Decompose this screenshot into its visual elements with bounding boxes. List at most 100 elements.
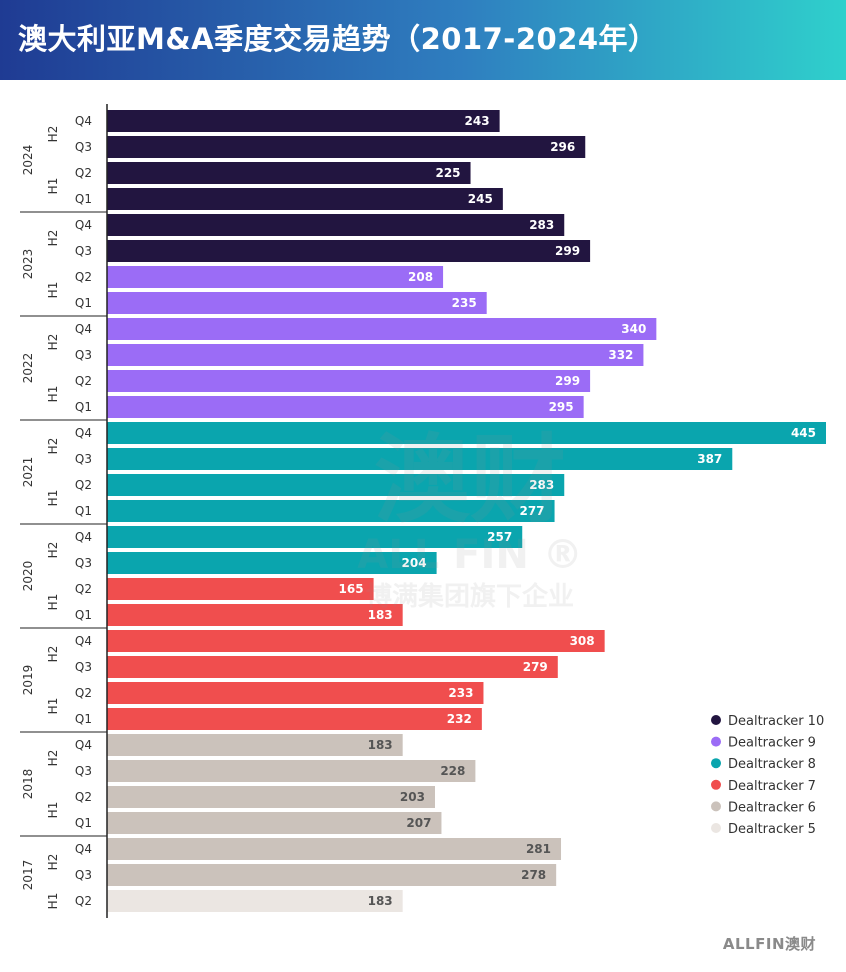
legend-marker bbox=[711, 715, 721, 725]
half-label: H2 bbox=[46, 854, 60, 871]
bar-value-label: 233 bbox=[448, 686, 473, 700]
half-label: H1 bbox=[46, 594, 60, 611]
bar-value-label: 203 bbox=[400, 790, 425, 804]
bar-value-label: 183 bbox=[368, 738, 393, 752]
half-label: H2 bbox=[46, 646, 60, 663]
bar bbox=[107, 110, 500, 132]
bar-value-label: 296 bbox=[550, 140, 575, 154]
year-label: 2023 bbox=[21, 249, 35, 280]
legend-marker bbox=[711, 758, 721, 769]
bar bbox=[107, 552, 437, 574]
bar bbox=[107, 318, 657, 340]
quarter-label: Q1 bbox=[75, 192, 92, 206]
bar bbox=[107, 396, 584, 418]
legend-marker bbox=[711, 779, 721, 790]
bar bbox=[107, 266, 444, 288]
quarter-label: Q3 bbox=[75, 348, 92, 362]
year-label: 2019 bbox=[21, 665, 35, 696]
quarter-label: Q3 bbox=[75, 556, 92, 570]
legend-item-label: Dealtracker 7 bbox=[728, 779, 816, 794]
quarter-label: Q3 bbox=[75, 140, 92, 154]
bar-value-label: 257 bbox=[487, 530, 512, 544]
footer-logo: ALLFIN澳财 bbox=[722, 935, 816, 953]
quarter-label: Q3 bbox=[75, 868, 92, 882]
bar-value-label: 207 bbox=[406, 816, 431, 830]
quarter-label: Q2 bbox=[75, 790, 92, 804]
bar-value-label: 283 bbox=[529, 478, 554, 492]
quarter-label: Q3 bbox=[75, 452, 92, 466]
quarter-label: Q2 bbox=[75, 686, 92, 700]
bar bbox=[107, 526, 523, 548]
year-label: 2024 bbox=[21, 145, 35, 176]
half-label: H1 bbox=[46, 698, 60, 715]
bar bbox=[107, 240, 591, 262]
quarter-label: Q4 bbox=[75, 114, 92, 128]
bar bbox=[107, 838, 562, 860]
legend-item-label: Dealtracker 6 bbox=[728, 800, 816, 815]
legend-marker bbox=[711, 736, 721, 747]
bar-value-label: 183 bbox=[368, 608, 393, 622]
bar-value-label: 279 bbox=[523, 660, 548, 674]
bar-value-label: 278 bbox=[521, 868, 546, 882]
bar-value-label: 308 bbox=[570, 634, 595, 648]
bar-value-label: 295 bbox=[549, 400, 574, 414]
bar bbox=[107, 370, 591, 392]
bar bbox=[107, 474, 565, 496]
quarter-label: Q3 bbox=[75, 244, 92, 258]
quarter-label: Q4 bbox=[75, 426, 92, 440]
bar bbox=[107, 578, 374, 600]
half-label: H2 bbox=[46, 334, 60, 351]
quarter-label: Q2 bbox=[75, 374, 92, 388]
quarter-label: Q4 bbox=[75, 218, 92, 232]
bar bbox=[107, 422, 826, 444]
bar bbox=[107, 864, 557, 886]
bar bbox=[107, 162, 471, 184]
bar bbox=[107, 500, 555, 522]
year-label: 2021 bbox=[21, 457, 35, 488]
quarter-label: Q4 bbox=[75, 530, 92, 544]
bar-value-label: 204 bbox=[402, 556, 427, 570]
half-label: H2 bbox=[46, 230, 60, 247]
bar bbox=[107, 760, 476, 782]
bar-value-label: 232 bbox=[447, 712, 472, 726]
bar-value-label: 283 bbox=[529, 218, 554, 232]
half-label: H2 bbox=[46, 750, 60, 767]
bar bbox=[107, 682, 484, 704]
half-label: H1 bbox=[46, 802, 60, 819]
half-label: H1 bbox=[46, 178, 60, 195]
bar-value-label: 243 bbox=[465, 114, 490, 128]
quarter-label: Q2 bbox=[75, 270, 92, 284]
bar bbox=[107, 448, 733, 470]
title-banner: 澳大利亚M&A季度交易趋势（2017-2024年） bbox=[0, 0, 846, 80]
bar-value-label: 299 bbox=[555, 244, 580, 258]
quarter-label: Q1 bbox=[75, 504, 92, 518]
bar-value-label: 299 bbox=[555, 374, 580, 388]
quarter-label: Q2 bbox=[75, 894, 92, 908]
bar bbox=[107, 708, 482, 730]
quarter-label: Q1 bbox=[75, 296, 92, 310]
quarter-label: Q3 bbox=[75, 660, 92, 674]
legend-item-label: Dealtracker 9 bbox=[728, 736, 816, 751]
bar-chart: 243 Q4 296 Q3 225 Q2 245 Q1 283 Q4 299 Q3 208 Q2 235 Q1… bbox=[20, 104, 826, 918]
bar-value-label: 235 bbox=[452, 296, 477, 310]
bar bbox=[107, 656, 558, 678]
quarter-label: Q4 bbox=[75, 738, 92, 752]
legend-item-label: Dealtracker 10 bbox=[728, 714, 824, 729]
bar-value-label: 208 bbox=[408, 270, 433, 284]
half-label: H1 bbox=[46, 490, 60, 507]
quarter-label: Q4 bbox=[75, 322, 92, 336]
bar bbox=[107, 812, 442, 834]
bar bbox=[107, 344, 644, 366]
bar-value-label: 245 bbox=[468, 192, 493, 206]
quarter-label: Q1 bbox=[75, 608, 92, 622]
half-label: H2 bbox=[46, 542, 60, 559]
bar-value-label: 340 bbox=[621, 322, 646, 336]
quarter-label: Q1 bbox=[75, 712, 92, 726]
bar-value-label: 225 bbox=[435, 166, 460, 180]
quarter-label: Q1 bbox=[75, 400, 92, 414]
bar-value-label: 332 bbox=[608, 348, 633, 362]
bar bbox=[107, 734, 403, 756]
bar-value-label: 387 bbox=[697, 452, 722, 466]
bar-value-label: 165 bbox=[339, 582, 364, 596]
quarter-label: Q4 bbox=[75, 634, 92, 648]
